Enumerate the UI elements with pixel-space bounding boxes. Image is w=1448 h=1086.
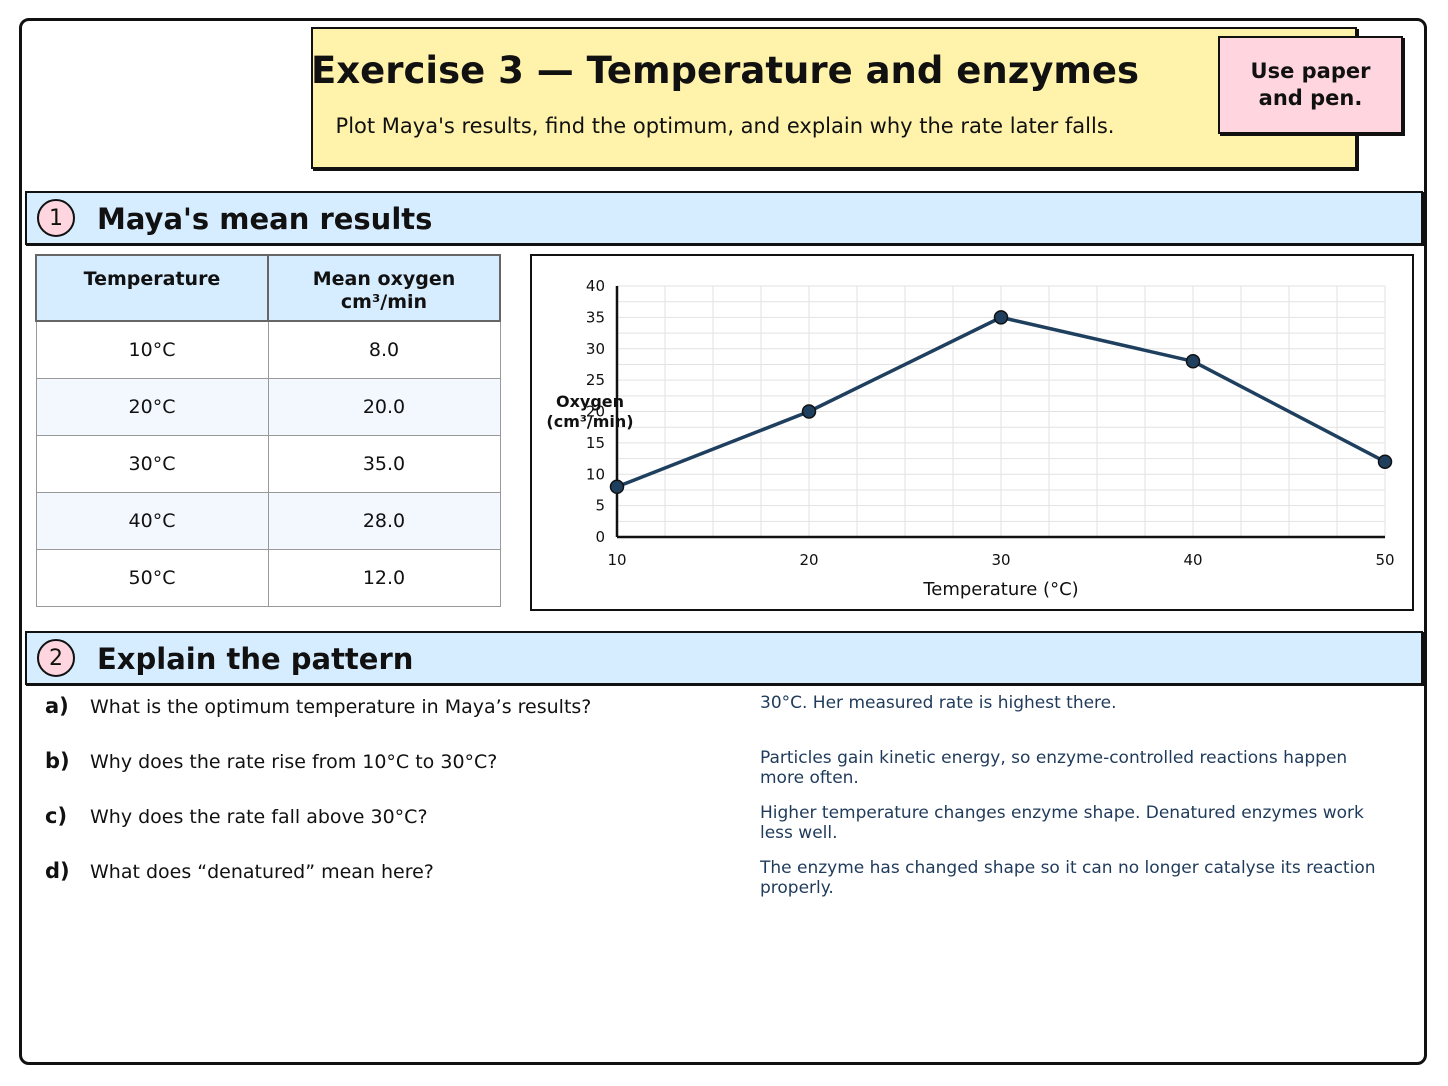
cell-oxygen: 35.0 (267, 434, 501, 493)
y-tick-label: 30 (586, 340, 605, 358)
answer-c: Higher temperature changes enzyme shape.… (760, 803, 1364, 843)
y-tick-label: 10 (586, 465, 605, 483)
cell-temperature: 30°C (35, 434, 269, 493)
data-point (1377, 454, 1393, 469)
page-subtitle: Plot Maya's results, find the optimum, a… (335, 114, 1115, 138)
question-letter: a) (45, 694, 69, 718)
x-tick-label: 10 (607, 551, 626, 569)
section-title: Explain the pattern (97, 642, 414, 676)
cell-temperature: 50°C (35, 548, 269, 607)
x-axis-label: Temperature (°C) (922, 579, 1078, 600)
y-axis-label: (cm³/min) (546, 412, 633, 431)
oxygen-temperature-chart: 0 5 10 15 20 25 30 35 40 10 20 30 40 50 Temperature (°… (530, 254, 1414, 611)
section-title: Maya's mean results (97, 202, 433, 236)
cell-temperature: 20°C (35, 377, 269, 436)
table-row: 30°C 35.0 (35, 434, 501, 493)
x-tick-label: 40 (1183, 551, 1202, 569)
chart-svg: 0 5 10 15 20 25 30 35 40 10 20 30 40 50 Temperature (°… (546, 277, 1394, 600)
y-tick-label: 20 (586, 403, 605, 421)
answer-d: The enzyme has changed shape so it can n… (760, 858, 1376, 898)
answer-b: Particles gain kinetic energy, so enzyme… (760, 748, 1348, 788)
table-header-row: Temperature Mean oxygen cm³/min (35, 254, 501, 322)
y-tick-label: 35 (586, 308, 605, 326)
question-letter: b) (45, 749, 70, 773)
question-letter: d) (45, 859, 70, 883)
data-point (801, 404, 817, 419)
results-table: Temperature Mean oxygen cm³/min 10°C 8.0 2… (35, 254, 501, 607)
question-b: b) Why does the rate rise from 10°C to 30… (45, 749, 725, 773)
column-header-oxygen-text: Mean oxygen cm³/min (312, 268, 456, 313)
y-tick-label: 25 (586, 371, 605, 389)
y-tick-label: 40 (586, 277, 605, 295)
cell-temperature: 10°C (35, 320, 269, 379)
table-row: 20°C 20.0 (35, 377, 501, 436)
question-letter: c) (45, 804, 68, 828)
paper-pen-note: Use paper and pen. (1218, 36, 1403, 134)
y-tick-label: 5 (595, 497, 605, 515)
section-header-explain: 2 Explain the pattern (25, 631, 1423, 685)
x-tick-label: 30 (991, 551, 1010, 569)
paper-pen-note-text: Use paper and pen. (1250, 59, 1371, 110)
cell-oxygen: 20.0 (267, 377, 501, 436)
question-text: Why does the rate rise from 10°C to 30°C… (90, 751, 498, 773)
x-tick-label: 50 (1375, 551, 1394, 569)
page-title: Exercise 3 — Temperature and enzymes (310, 49, 1140, 92)
question-c: c) Why does the rate fall above 30°C? (45, 804, 725, 828)
data-point (609, 479, 625, 495)
cell-oxygen: 12.0 (267, 548, 501, 607)
column-header-temperature: Temperature (35, 254, 269, 322)
section-number-badge: 1 (37, 199, 75, 237)
y-tick-label: 15 (586, 434, 605, 452)
question-d: d) What does “denatured” mean here? (45, 859, 725, 883)
section-number-badge: 2 (37, 639, 75, 677)
data-point (1185, 354, 1201, 369)
section-header-results: 1 Maya's mean results (25, 191, 1423, 245)
cell-oxygen: 28.0 (267, 491, 501, 550)
column-header-oxygen: Mean oxygen cm³/min (267, 254, 501, 322)
y-tick-label: 0 (595, 528, 605, 546)
answer-a: 30°C. Her measured rate is highest there… (760, 693, 1117, 713)
y-axis-label: Oxygen (556, 392, 624, 411)
table-row: 50°C 12.0 (35, 548, 501, 607)
table-row: 40°C 28.0 (35, 491, 501, 550)
table-row: 10°C 8.0 (35, 320, 501, 379)
title-banner (311, 27, 1357, 169)
cell-oxygen: 8.0 (267, 320, 501, 379)
data-point (993, 310, 1009, 325)
question-text: Why does the rate fall above 30°C? (90, 806, 428, 828)
x-tick-label: 20 (799, 551, 818, 569)
cell-temperature: 40°C (35, 491, 269, 550)
question-text: What does “denatured” mean here? (90, 861, 434, 883)
question-a: a) What is the optimum temperature in May… (45, 694, 725, 718)
question-text: What is the optimum temperature in Maya’… (90, 696, 592, 718)
